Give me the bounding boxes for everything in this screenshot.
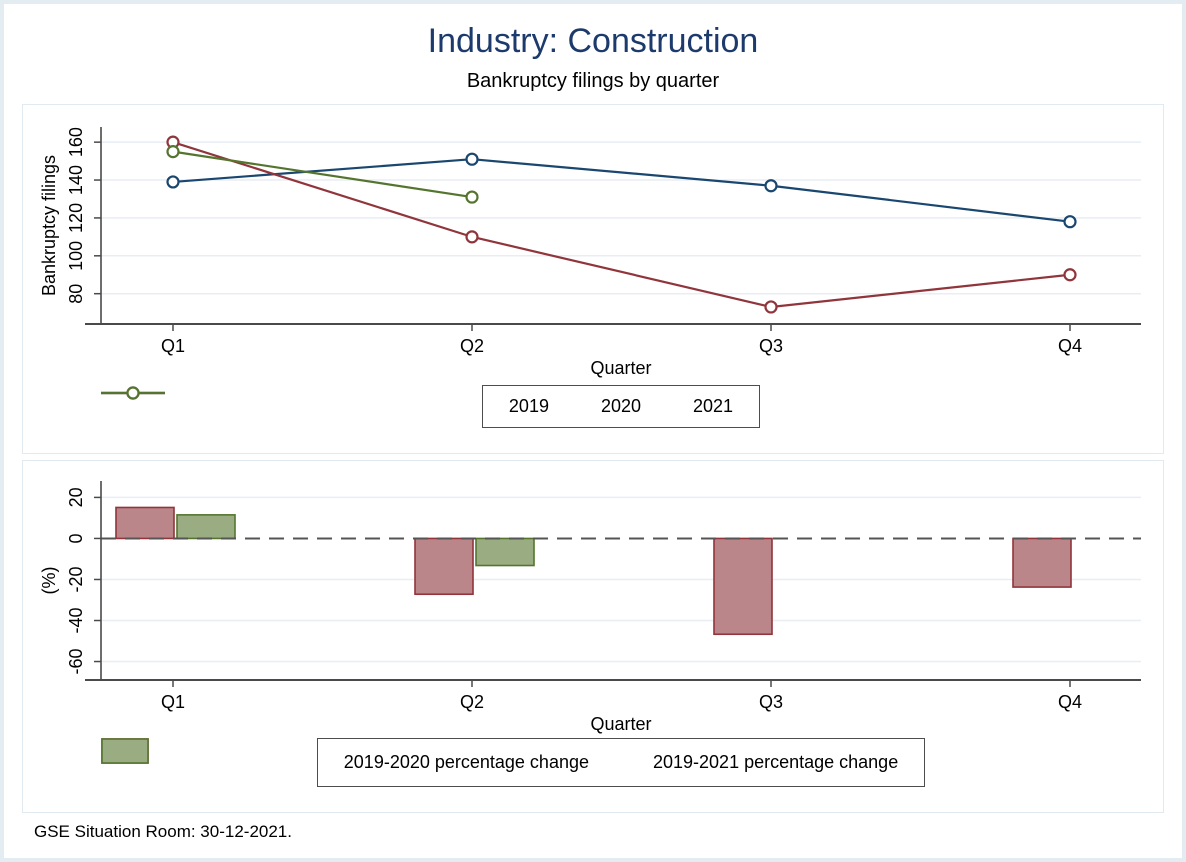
x-axis-title: Quarter [590,358,651,378]
y-tick-label: 140 [66,165,86,195]
pct-change-bar-chart: 20 0 -20 -40 -60 Q1 Q2 Q3 Q4 Quarter (%) [39,481,1141,734]
bar-2019-2020-percentage-change-Q3 [713,537,773,636]
y-tick-label: 0 [66,533,86,543]
legend-label: 2019-2020 percentage change [343,752,589,772]
x-tick-label: Q3 [759,336,783,356]
legend-label: 2020 [600,396,642,416]
y-axis-title: Bankruptcy filings [39,155,59,296]
legend-box: 2019-2020 percentage change 2019-2021 per… [101,738,926,787]
bar-swatch [101,738,149,764]
bar-2019-2021-percentage-change-Q1 [176,514,236,540]
x-tick-label: Q1 [161,336,185,356]
footer-note: GSE Situation Room: 30-12-2021. [34,822,292,841]
marker-2019-Q3 [764,179,778,193]
y-axis-title: (%) [39,567,59,595]
marker-2019-Q4 [1063,215,1077,229]
x-tick-label: Q2 [460,336,484,356]
marker-2019-Q1 [166,175,180,189]
series-line-2020 [172,141,1071,309]
marker-2020-Q3 [764,300,778,314]
series-line-2019 [172,158,1071,223]
y-tick-label: -60 [66,649,86,675]
legend-item-2021: 2021 [101,386,734,417]
y-tick-label: -40 [66,607,86,633]
y-tick-label: 120 [66,203,86,233]
y-tick-label: 100 [66,241,86,271]
legend-item-2019-2021-percentage-change: 2019-2021 percentage change [101,738,899,773]
pct-change-legend: 2019-2020 percentage change 2019-2021 per… [101,738,1141,787]
y-tick-label: 80 [66,284,86,304]
pct-change-chart-panel: 20 0 -20 -40 -60 Q1 Q2 Q3 Q4 Quarter (%) 2019-2020… [22,460,1164,813]
chart-subtitle: Bankruptcy filings by quarter [466,70,720,92]
bar-2019-2021-percentage-change-Q2 [475,537,535,567]
legend-item-2019: 2019 [101,386,549,417]
bar-2019-2020-percentage-change-Q4 [1012,537,1072,588]
x-tick-label: Q3 [759,692,783,712]
legend-marker [126,386,140,400]
legend-label: 2021 [693,396,734,416]
bar-2019-2020-percentage-change-Q1 [115,506,175,540]
bar-2019-2020-percentage-change-Q2 [414,537,474,596]
marker-2020-Q4 [1063,268,1077,282]
filings-legend: 2019 2020 2021 [101,385,1141,428]
page-title: Industry: Construction [427,22,759,60]
series-line-2021 [172,150,473,199]
x-axis-title: Quarter [590,714,651,734]
x-tick-label: Q4 [1058,336,1082,356]
legend-box: 2019 2020 2021 [101,385,761,428]
legend-item-2019-2020-percentage-change: 2019-2020 percentage change [101,738,589,773]
x-tick-label: Q1 [161,692,185,712]
legend-label: 2019 [508,396,549,416]
marker-2021-Q1 [166,145,180,159]
y-tick-label: 20 [66,487,86,507]
marker-2020-Q2 [465,230,479,244]
legend-swatch-rect [101,738,149,764]
line-marker-swatch-2021 [101,386,165,400]
x-tick-label: Q2 [460,692,484,712]
marker-2019-Q2 [465,152,479,166]
filings-line-chart: 80 100 120 140 160 Q1 Q2 Q3 Q4 Quarter Bankruptcy … [39,127,1141,378]
filings-chart-panel: 80 100 120 140 160 Q1 Q2 Q3 Q4 Quarter Bankruptcy … [22,104,1164,454]
x-tick-label: Q4 [1058,692,1082,712]
legend-label: 2019-2021 percentage change [653,752,899,772]
marker-2021-Q2 [465,190,479,204]
y-tick-label: -20 [66,566,86,592]
y-tick-label: 160 [66,127,86,157]
legend-item-2020: 2020 [101,386,642,417]
